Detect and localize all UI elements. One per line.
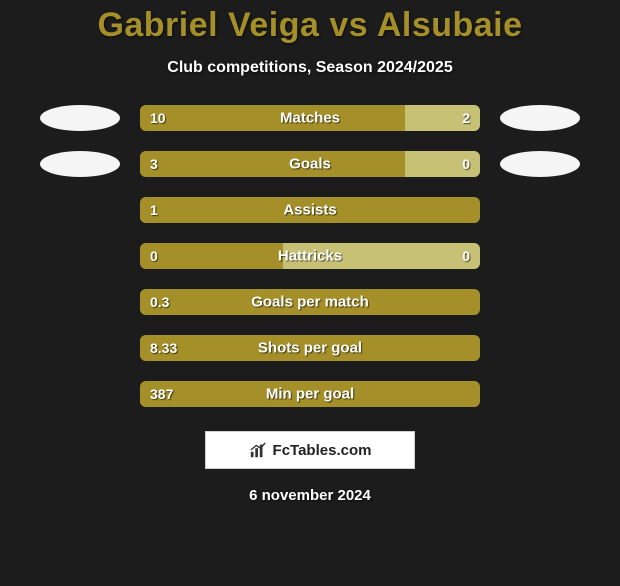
stat-value-left: 0.3: [150, 294, 169, 310]
bar-segment-left: [140, 105, 405, 131]
player-logo-left: [40, 381, 120, 407]
stat-bar: Goals 3 0: [140, 151, 480, 177]
player-logo-left: [40, 151, 120, 177]
player-logo-left: [40, 105, 120, 131]
stat-bar: Hattricks 0 0: [140, 243, 480, 269]
chart-icon: [249, 441, 267, 459]
stat-row: Hattricks 0 0: [0, 243, 620, 269]
stat-row: Min per goal 387: [0, 381, 620, 407]
stat-row: Matches 10 2: [0, 105, 620, 131]
page-title: Gabriel Veiga vs Alsubaie: [0, 6, 620, 45]
player-logo-right: [500, 381, 580, 407]
stat-value-left: 3: [150, 156, 158, 172]
stat-label: Goals per match: [251, 294, 369, 311]
stat-value-right: 2: [462, 110, 470, 126]
player-logo-left: [40, 335, 120, 361]
stat-bar: Goals per match 0.3: [140, 289, 480, 315]
bar-segment-left: [140, 151, 405, 177]
date-label: 6 november 2024: [0, 487, 620, 504]
stat-value-right: 0: [462, 248, 470, 264]
stat-label: Assists: [283, 202, 336, 219]
stat-value-left: 10: [150, 110, 166, 126]
stat-bar: Matches 10 2: [140, 105, 480, 131]
player-logo-right: [500, 105, 580, 131]
subtitle: Club competitions, Season 2024/2025: [0, 59, 620, 77]
player-logo-right: [500, 151, 580, 177]
stat-bar: Min per goal 387: [140, 381, 480, 407]
player-logo-right: [500, 289, 580, 315]
stat-row: Goals 3 0: [0, 151, 620, 177]
stats-container: Matches102Goals30Assists1Hattricks00Goal…: [0, 105, 620, 407]
player-logo-right: [500, 197, 580, 223]
stat-value-left: 8.33: [150, 340, 177, 356]
stat-bar: Shots per goal 8.33: [140, 335, 480, 361]
player-logo-left: [40, 289, 120, 315]
brand-badge: FcTables.com: [205, 431, 415, 469]
player-logo-left: [40, 197, 120, 223]
stat-value-left: 387: [150, 386, 173, 402]
stat-label: Shots per goal: [258, 340, 362, 357]
stat-label: Hattricks: [278, 248, 342, 265]
stat-value-right: 0: [462, 156, 470, 172]
stat-value-left: 1: [150, 202, 158, 218]
brand-text: FcTables.com: [273, 442, 372, 459]
stat-label: Matches: [280, 110, 340, 127]
stat-bar: Assists 1: [140, 197, 480, 223]
bar-segment-left: [140, 243, 283, 269]
player-logo-right: [500, 335, 580, 361]
stat-value-left: 0: [150, 248, 158, 264]
stat-row: Goals per match 0.3: [0, 289, 620, 315]
player-logo-left: [40, 243, 120, 269]
stat-row: Shots per goal 8.33: [0, 335, 620, 361]
stat-label: Min per goal: [266, 386, 354, 403]
stat-label: Goals: [289, 156, 331, 173]
player-logo-right: [500, 243, 580, 269]
stat-row: Assists 1: [0, 197, 620, 223]
